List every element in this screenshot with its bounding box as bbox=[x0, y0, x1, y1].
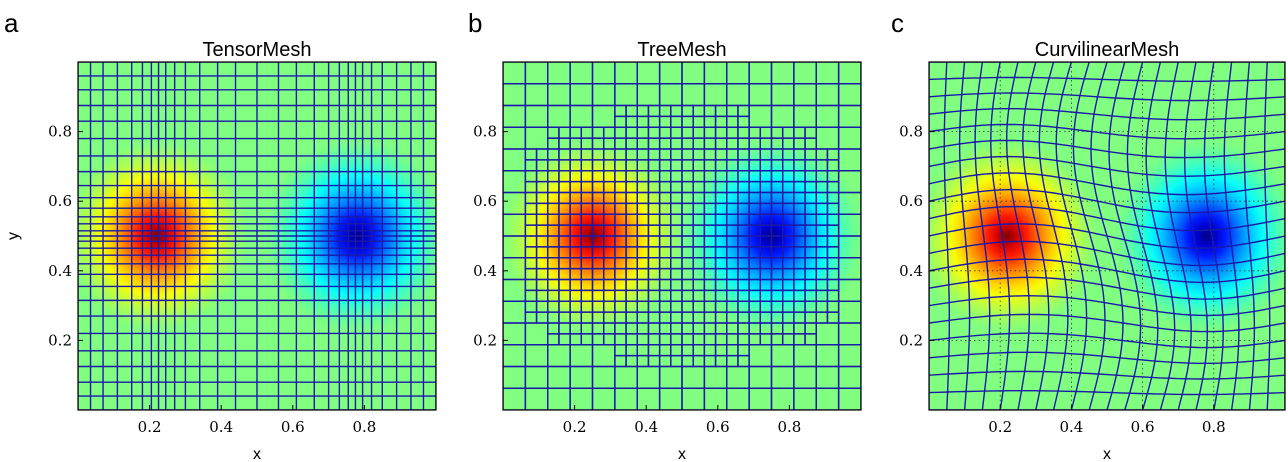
plot-frame bbox=[502, 61, 862, 411]
y-tick-label: 0.8 bbox=[48, 123, 72, 141]
plot-area-c bbox=[928, 61, 1286, 411]
x-axis-label-b: x bbox=[678, 446, 686, 462]
x-tick-label: 0.8 bbox=[1202, 418, 1226, 436]
mesh-line bbox=[929, 76, 1285, 82]
negative-source-1 bbox=[1111, 136, 1285, 336]
plot-area-a bbox=[77, 61, 437, 411]
x-tick-label: 0.6 bbox=[706, 418, 730, 436]
mesh-line bbox=[929, 155, 1285, 178]
field-2 bbox=[929, 62, 1285, 410]
y-tick-label: 0.4 bbox=[48, 262, 72, 280]
x-tick-label: 0.2 bbox=[988, 418, 1012, 436]
y-axis-label-a: y bbox=[5, 232, 22, 240]
y-tick-label: 0.6 bbox=[899, 192, 923, 210]
mesh-0 bbox=[78, 62, 436, 410]
mesh-line bbox=[929, 223, 1285, 249]
x-tick-label: 0.2 bbox=[563, 418, 587, 436]
y-tick-label: 0.8 bbox=[899, 123, 923, 141]
mesh-line bbox=[1203, 62, 1224, 410]
x-tick-label: 0.8 bbox=[777, 418, 801, 436]
ticks-b: 0.2 0.4 0.6 0.8 0.2 0.4 0.6 0.8 bbox=[473, 123, 801, 436]
x-tick-label: 0.6 bbox=[1131, 418, 1155, 436]
y-tick-label: 0.6 bbox=[473, 192, 497, 210]
y-tick-label: 0.8 bbox=[473, 123, 497, 141]
x-tick-label: 0.8 bbox=[352, 418, 376, 436]
x-tick-label: 0.4 bbox=[209, 418, 233, 436]
panel-b: b TreeMesh 0.2 0.4 0.6 0.8 0.2 0.4 0.6 0.8 x bbox=[468, 8, 862, 462]
mesh-line bbox=[1264, 62, 1271, 410]
mesh-line bbox=[929, 139, 1285, 159]
mesh-line bbox=[1164, 62, 1192, 410]
mesh-line bbox=[929, 123, 1285, 140]
plot-frame bbox=[928, 61, 1286, 411]
x-tick-label: 0.4 bbox=[634, 418, 658, 436]
panel-letter-c: c bbox=[891, 8, 904, 38]
mesh-line bbox=[929, 92, 1285, 102]
ticks-a: 0.2 0.4 0.6 0.8 0.2 0.4 0.6 0.8 bbox=[48, 123, 376, 436]
panel-c: c CurvilinearMesh 0.2 0.4 0.6 0.80.20.40.60… bbox=[891, 8, 1286, 462]
mesh-line bbox=[929, 108, 1285, 121]
y-tick-label: 0.6 bbox=[48, 192, 72, 210]
y-tick-label: 0.4 bbox=[473, 262, 497, 280]
y-tick-label: 0.2 bbox=[48, 331, 72, 349]
mesh-line bbox=[1183, 62, 1209, 410]
x-tick-label: 0.2 bbox=[138, 418, 162, 436]
ticks-c: 0.2 0.4 0.6 0.8 0.2 0.4 0.6 0.8 bbox=[899, 123, 1226, 436]
x-axis-label-c: x bbox=[1103, 446, 1111, 462]
panel-title-b: TreeMesh bbox=[637, 39, 726, 61]
mesh-line bbox=[1108, 62, 1142, 410]
y-tick-label: 0.4 bbox=[899, 262, 923, 280]
panel-title-c: CurvilinearMesh bbox=[1035, 39, 1180, 61]
panel-letter-b: b bbox=[468, 8, 482, 38]
mesh-line bbox=[1223, 62, 1240, 410]
mesh-2 bbox=[929, 62, 1285, 410]
mesh-line bbox=[929, 205, 1285, 232]
x-tick-label: 0.4 bbox=[1059, 418, 1083, 436]
plot-frame bbox=[77, 61, 437, 411]
panel-title-a: TensorMesh bbox=[203, 39, 312, 61]
mesh-line bbox=[929, 172, 1285, 196]
panel-letter-a: a bbox=[4, 8, 19, 38]
y-tick-label: 0.2 bbox=[473, 331, 497, 349]
field-1 bbox=[503, 62, 861, 410]
mesh-line bbox=[1145, 62, 1176, 410]
x-tick-label: 0.6 bbox=[281, 418, 305, 436]
mesh-line bbox=[1243, 62, 1256, 410]
field-0 bbox=[78, 62, 436, 410]
y-tick-label: 0.2 bbox=[899, 331, 923, 349]
mesh-line bbox=[929, 188, 1285, 214]
mesh-1 bbox=[503, 62, 861, 410]
positive-source-0 bbox=[929, 136, 1103, 336]
x-axis-label-a: x bbox=[253, 446, 261, 462]
mesh-cell bbox=[837, 62, 861, 85]
mesh-line bbox=[1126, 62, 1159, 410]
panel-a: a TensorMesh 0.2 0.4 0.6 0.80.20.40.60.8 x … bbox=[4, 8, 437, 462]
plot-area-b bbox=[502, 61, 862, 411]
